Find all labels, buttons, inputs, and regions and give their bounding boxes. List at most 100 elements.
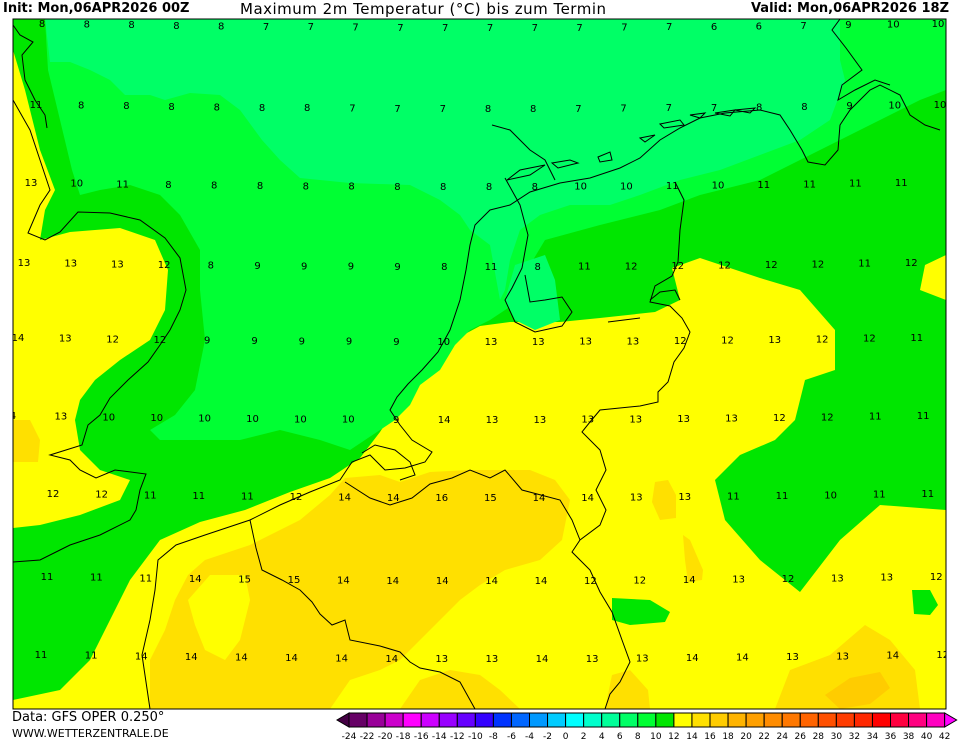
temperature-label: 12 [671,261,684,272]
temperature-label: 12 [95,490,108,501]
temperature-label: 13 [677,414,690,425]
temperature-label: 10 [574,182,587,193]
temperature-label: 13 [786,652,799,663]
zone-14-16 [150,470,570,709]
legend-swatch [438,712,458,728]
legend-tick-label: 36 [885,732,897,741]
temperature-label: 14 [335,653,348,664]
temperature-label: 13 [831,573,844,584]
legend-swatch [619,712,639,728]
legend-tick-label: 12 [668,732,679,741]
temperature-label: 8 [173,21,179,32]
temperature-label: 8 [208,260,214,271]
temperature-label: 15 [238,575,251,586]
temperature-label: 14 [535,576,548,587]
temperature-label: 7 [620,104,626,115]
legend-tick-label: 26 [795,732,807,741]
temperature-label: 7 [532,23,538,34]
temperature-label: 11 [139,573,152,584]
temperature-label: 9 [846,101,852,112]
temperature-label: 11 [803,179,816,190]
legend-tick-label: 20 [740,732,752,741]
temperature-label: 8 [348,182,354,193]
legend-swatch [601,712,621,728]
legend-tick-label: 40 [921,732,933,741]
map-frame [12,18,947,710]
temperature-label: 12 [782,574,795,585]
temperature-label: 12 [773,413,786,424]
temperature-label: 13 [55,412,68,423]
website-link[interactable]: WWW.WETTERZENTRALE.DE [12,727,169,740]
legend-tick-label: -14 [432,732,447,741]
temperature-label: 8 [165,180,171,191]
temperature-label: 7 [621,23,627,34]
temperature-label: 13 [64,259,77,270]
temperature-label: 11 [757,180,770,191]
temperature-label: 10 [102,412,115,423]
temperature-label: 8 [441,262,447,273]
temperature-label: 13 [579,337,592,348]
temperature-label: 12 [633,575,646,586]
legend-swatch [565,712,585,728]
temperature-label: 13 [486,654,499,665]
legend-swatch [366,712,386,728]
temperature-label: 14 [185,652,198,663]
temperature-label: 10 [246,414,259,425]
temperature-label: 7 [349,104,355,115]
zone-12-14-tongue [188,575,250,660]
temperature-label: 11 [849,179,862,190]
temperature-label: 9 [251,336,257,347]
temperature-label: 14 [386,576,399,587]
temperature-label: 7 [666,22,672,33]
temperature-label: 12 [930,572,943,583]
temperature-label: 8 [532,182,538,193]
temperature-label: 13 [59,334,72,345]
data-source: Data: GFS OPER 0.250° [12,710,165,725]
temperature-label: 11 [241,492,254,503]
temperature-label: 8 [78,101,84,112]
legend-swatch [402,712,422,728]
legend-tick-label: 30 [831,732,843,741]
temperature-label: 9 [348,262,354,273]
temperature-label: 7 [308,22,314,33]
temperature-label: 12 [106,334,119,345]
valid-time: Valid: Mon,06APR2026 18Z [750,1,949,16]
temperature-label: 8 [123,101,129,112]
legend-swatch [908,712,928,728]
temperature-label: 13 [627,336,640,347]
islands [506,107,757,181]
temperature-label: 7 [487,23,493,34]
zone-16-18 [825,672,890,709]
temperature-label: 10 [620,181,633,192]
coastlines [13,19,941,709]
legend-swatch [384,712,404,728]
legend-tick-label: 0 [563,732,569,741]
temperature-label: 12 [718,260,731,271]
legend-swatch [456,712,476,728]
temperature-label: 7 [440,104,446,115]
temperature-label: 7 [397,23,403,34]
temperature-label: 12 [821,412,834,423]
temperature-label: 11 [41,572,54,583]
temperature-label: 12 [816,334,829,345]
legend-swatch [547,712,567,728]
temperature-label: 13 [629,414,642,425]
legend-swatch [890,712,910,728]
temperature-label: 8 [303,181,309,192]
map-title: Maximum 2m Temperatur (°C) bis zum Termi… [240,0,607,18]
temperature-label: 11 [869,412,882,423]
temperature-label: 9 [204,335,210,346]
temperature-label: 11 [30,100,43,111]
temperature-label: 8 [304,103,310,114]
temperature-labels: 8 8 8 8 8 7 7 7 7 7 7 7 7 7 7 6 6 7 9 10 10 11 8 8 8 8 8 8 7 7 7 8 8 7 7 7 7… [13,19,946,665]
temperature-label: 11 [921,489,934,500]
temperature-label: 13 [111,259,124,270]
zone-14-16-south [400,670,520,709]
legend-swatch [817,712,837,728]
temperature-label: 13 [18,258,31,269]
legend-high-arrow [944,712,958,728]
temperature-label: 13 [630,492,643,503]
temperature-label: 15 [484,493,497,504]
temperature-label: 9 [393,415,399,426]
